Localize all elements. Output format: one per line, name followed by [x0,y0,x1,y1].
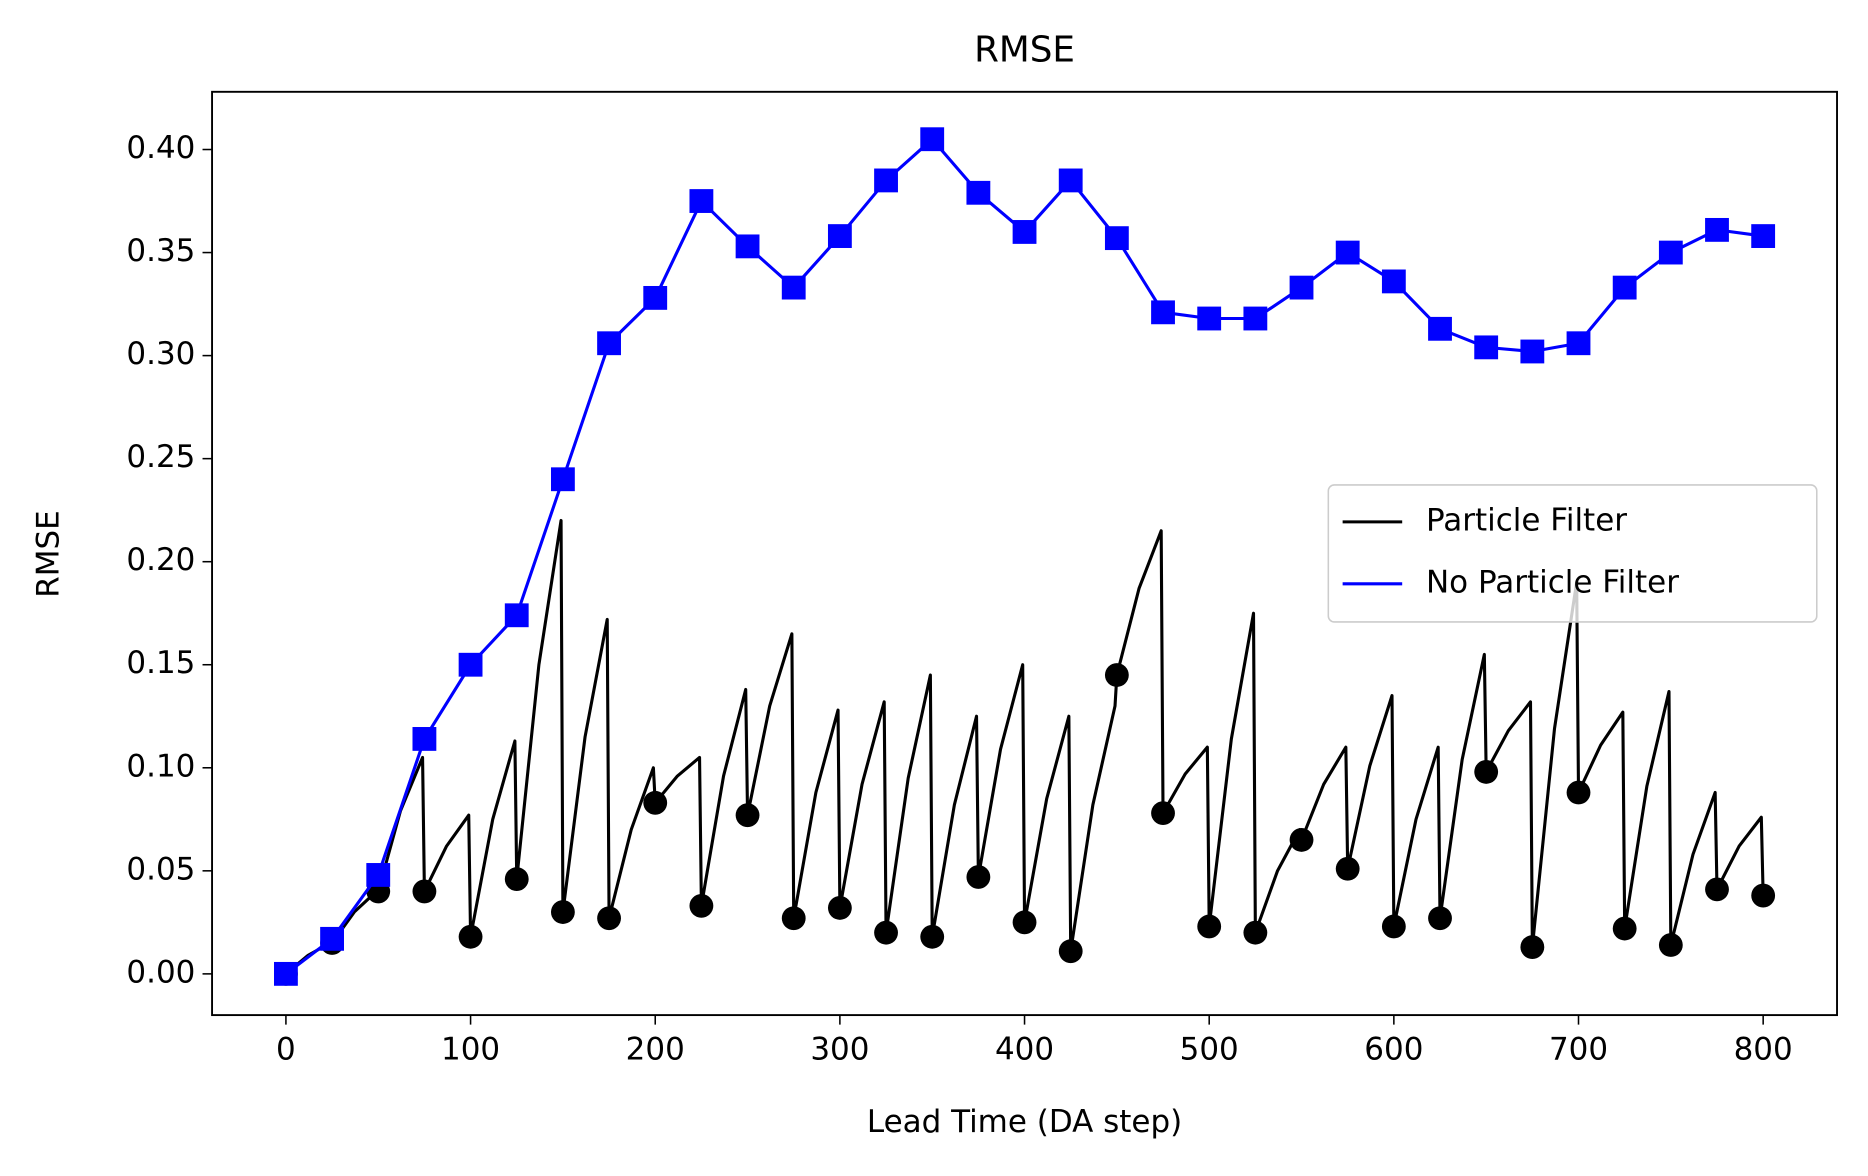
x-tick-label: 500 [1180,1031,1239,1067]
data-point [827,896,852,920]
y-tick-label: 0.10 [126,748,195,784]
y-tick-label: 0.35 [126,233,195,269]
data-point [643,285,668,310]
y-tick-label: 0.30 [126,336,195,372]
data-point [412,727,437,751]
data-point [1289,828,1314,852]
y-tick-label: 0.05 [126,851,195,887]
data-point [1381,914,1406,939]
data-point [458,924,483,949]
data-point [1520,935,1545,959]
data-point [781,275,806,300]
x-tick-label: 800 [1734,1031,1793,1067]
data-point [1243,306,1268,331]
legend-box [1327,484,1818,623]
x-tick-label: 600 [1364,1031,1423,1067]
data-point [1058,939,1083,964]
data-point [920,127,945,152]
data-point [735,234,760,259]
y-tick-label: 0.00 [126,954,195,990]
data-point [1381,269,1406,294]
y-tick-label: 0.25 [126,439,195,475]
data-point [1428,906,1452,931]
x-tick-label: 200 [626,1031,685,1067]
data-point [550,467,575,492]
data-point [274,961,298,986]
data-point [1058,168,1083,193]
data-point [1151,801,1175,826]
data-point [1705,217,1729,242]
data-point [1474,335,1499,360]
data-point [735,803,760,828]
data-point [689,893,714,918]
data-point [1474,759,1499,784]
data-point [1705,877,1729,902]
legend-label: No Particle Filter [1426,564,1679,600]
data-point [597,906,621,931]
x-tick-label: 400 [995,1031,1054,1067]
data-point [1104,226,1129,251]
data-point [1197,306,1222,331]
data-point [781,906,806,931]
y-tick-label: 0.20 [126,542,195,578]
data-point [1104,663,1129,687]
data-point [1751,224,1776,248]
data-point [920,924,945,949]
y-axis-label: RMSE [31,510,67,597]
chart-title: RMSE [974,29,1075,70]
y-tick-label: 0.40 [126,130,195,166]
legend-label: Particle Filter [1426,502,1627,538]
axes-frame [211,90,1838,1017]
data-point [1566,780,1591,805]
x-tick-label: 100 [441,1031,500,1067]
data-point [643,790,668,815]
x-axis-label: Lead Time (DA step) [867,1104,1182,1140]
data-point [1012,220,1037,244]
data-point [1658,933,1683,957]
data-point [320,926,344,951]
data-point [1289,275,1314,300]
data-point [874,168,898,193]
data-point [504,603,529,628]
plot-area: 0 100 200 300 400 500 600 700 800 0.00 0.05 0.10 0.1… [126,90,1838,1067]
data-point [1658,240,1683,265]
data-point [412,879,437,904]
data-point [1520,339,1545,364]
data-point [1751,883,1776,908]
data-point [1197,914,1222,939]
y-tick-label: 0.15 [126,645,195,681]
data-point [550,900,575,924]
data-point [689,189,714,213]
data-point [1335,240,1360,265]
data-point [1428,316,1452,341]
data-point [458,652,483,677]
x-tick-label: 0 [276,1031,296,1067]
data-point [504,867,529,891]
x-tick-label: 700 [1549,1031,1608,1067]
data-point [1243,920,1268,945]
data-point [366,863,391,887]
data-point [1151,300,1175,325]
x-tick-label: 300 [810,1031,869,1067]
data-point [874,920,898,945]
data-point [827,224,852,248]
data-point [1566,331,1591,356]
data-point [1335,856,1360,881]
data-point [1012,910,1037,935]
data-point [1612,275,1637,300]
data-point [597,331,621,356]
data-point [966,865,991,889]
data-point [966,180,991,205]
data-point [1612,916,1637,941]
